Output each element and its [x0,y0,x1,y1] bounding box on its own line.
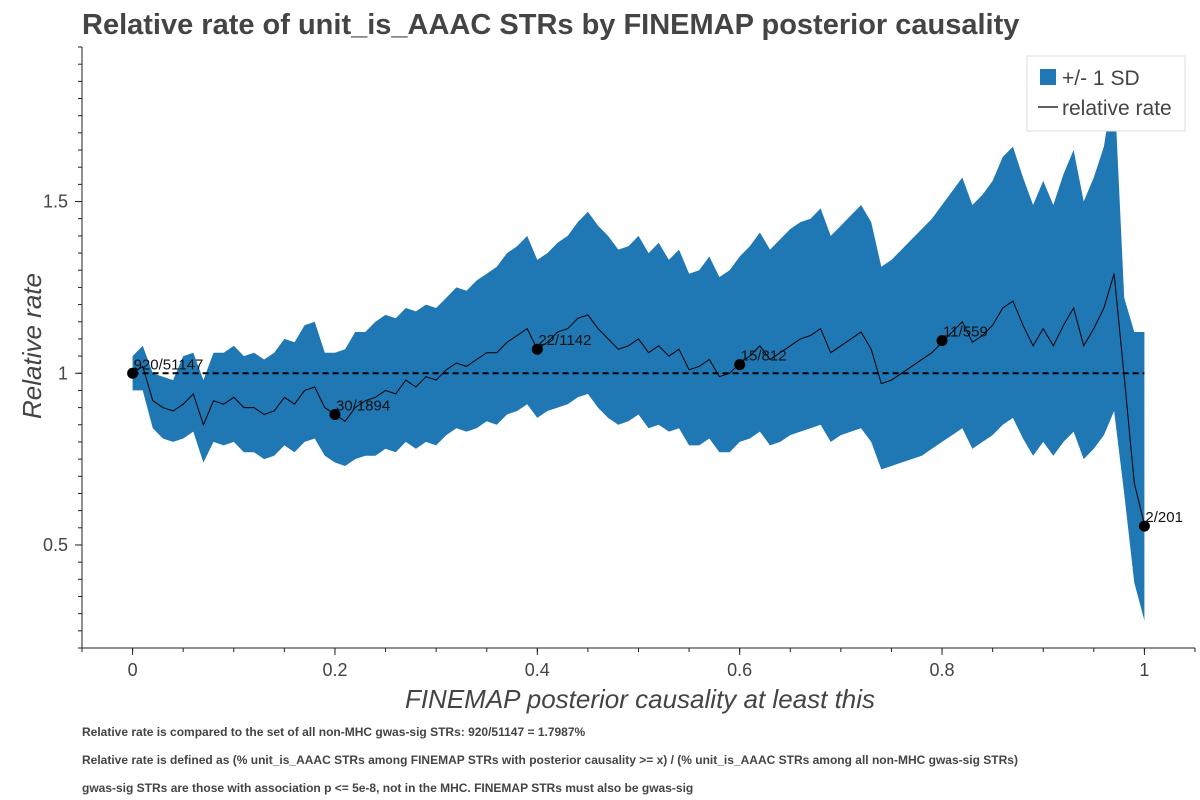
point-label-4: 11/559 [943,324,988,341]
point-label-5: 2/201 [1145,509,1183,526]
point-label-1: 30/1894 [336,397,390,414]
data-point-4 [936,335,948,347]
footnote-1: Relative rate is compared to the set of … [82,725,586,739]
legend-box [1026,55,1186,132]
x-tick-label-5: 1 [1139,660,1149,680]
data-point-0 [127,367,139,379]
footnote-3: gwas-sig STRs are those with association… [82,781,694,795]
legend: +/- 1 SD relative rate [1026,55,1186,132]
data-point-5 [1138,520,1150,532]
legend-band-label: +/- 1 SD [1062,67,1140,90]
point-label-0: 920/51147 [134,356,204,373]
y-tick-label-1: 1 [58,363,68,383]
footnote-2: Relative rate is defined as (% unit_is_A… [82,753,1018,767]
y-tick-label-2: 1.5 [43,192,68,212]
x-tick-label-1: 0.2 [322,660,347,680]
point-label-3: 15/812 [741,348,787,365]
y-tick-label-0: 0.5 [43,535,68,555]
x-tick-label-2: 0.4 [525,660,550,680]
y-axis-label: Relative rate [17,273,47,419]
x-axis-label: FINEMAP posterior causality at least thi… [405,684,875,714]
data-point-1 [329,408,341,420]
x-tick-label-3: 0.6 [727,660,752,680]
point-label-2: 22/1142 [538,332,591,349]
relative-rate-line [132,273,1145,525]
axes: 0 0.2 0.4 0.6 0.8 1 0.5 1 1.5 [43,46,1196,680]
legend-line-label: relative rate [1062,97,1172,120]
plot-area: 920/51147 30/1894 22/1142 15/812 11/559 2/201 [127,81,1183,621]
data-point-3 [734,359,746,371]
x-tick-label-0: 0 [128,660,138,680]
sd-band [132,81,1145,621]
legend-band-swatch [1040,69,1056,85]
chart-title: Relative rate of unit_is_AAAC STRs by FI… [82,9,1019,41]
x-tick-label-4: 0.8 [930,660,955,680]
data-point-2 [531,343,543,355]
